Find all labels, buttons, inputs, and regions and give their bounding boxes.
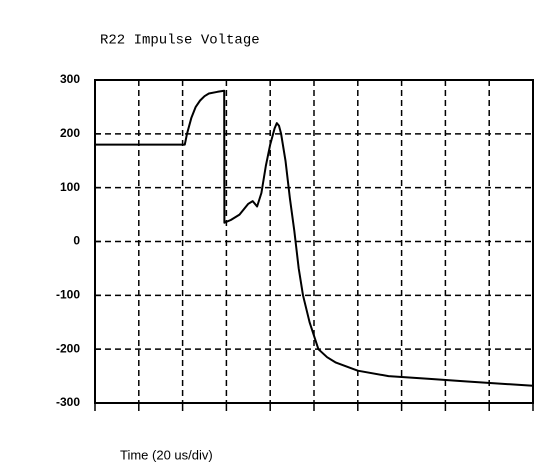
y-tick-label: -300 [56, 395, 80, 409]
y-tick-label: 200 [60, 126, 80, 140]
y-tick-label: 100 [60, 180, 80, 194]
y-tick-label: -200 [56, 341, 80, 355]
y-tick-label: -100 [56, 288, 80, 302]
data-line [95, 89, 534, 387]
y-tick-label: 300 [60, 72, 80, 86]
chart-title: R22 Impulse Voltage [100, 33, 260, 49]
x-axis-label: Time (20 us/div) [120, 447, 213, 462]
y-tick-label: 0 [73, 234, 80, 248]
